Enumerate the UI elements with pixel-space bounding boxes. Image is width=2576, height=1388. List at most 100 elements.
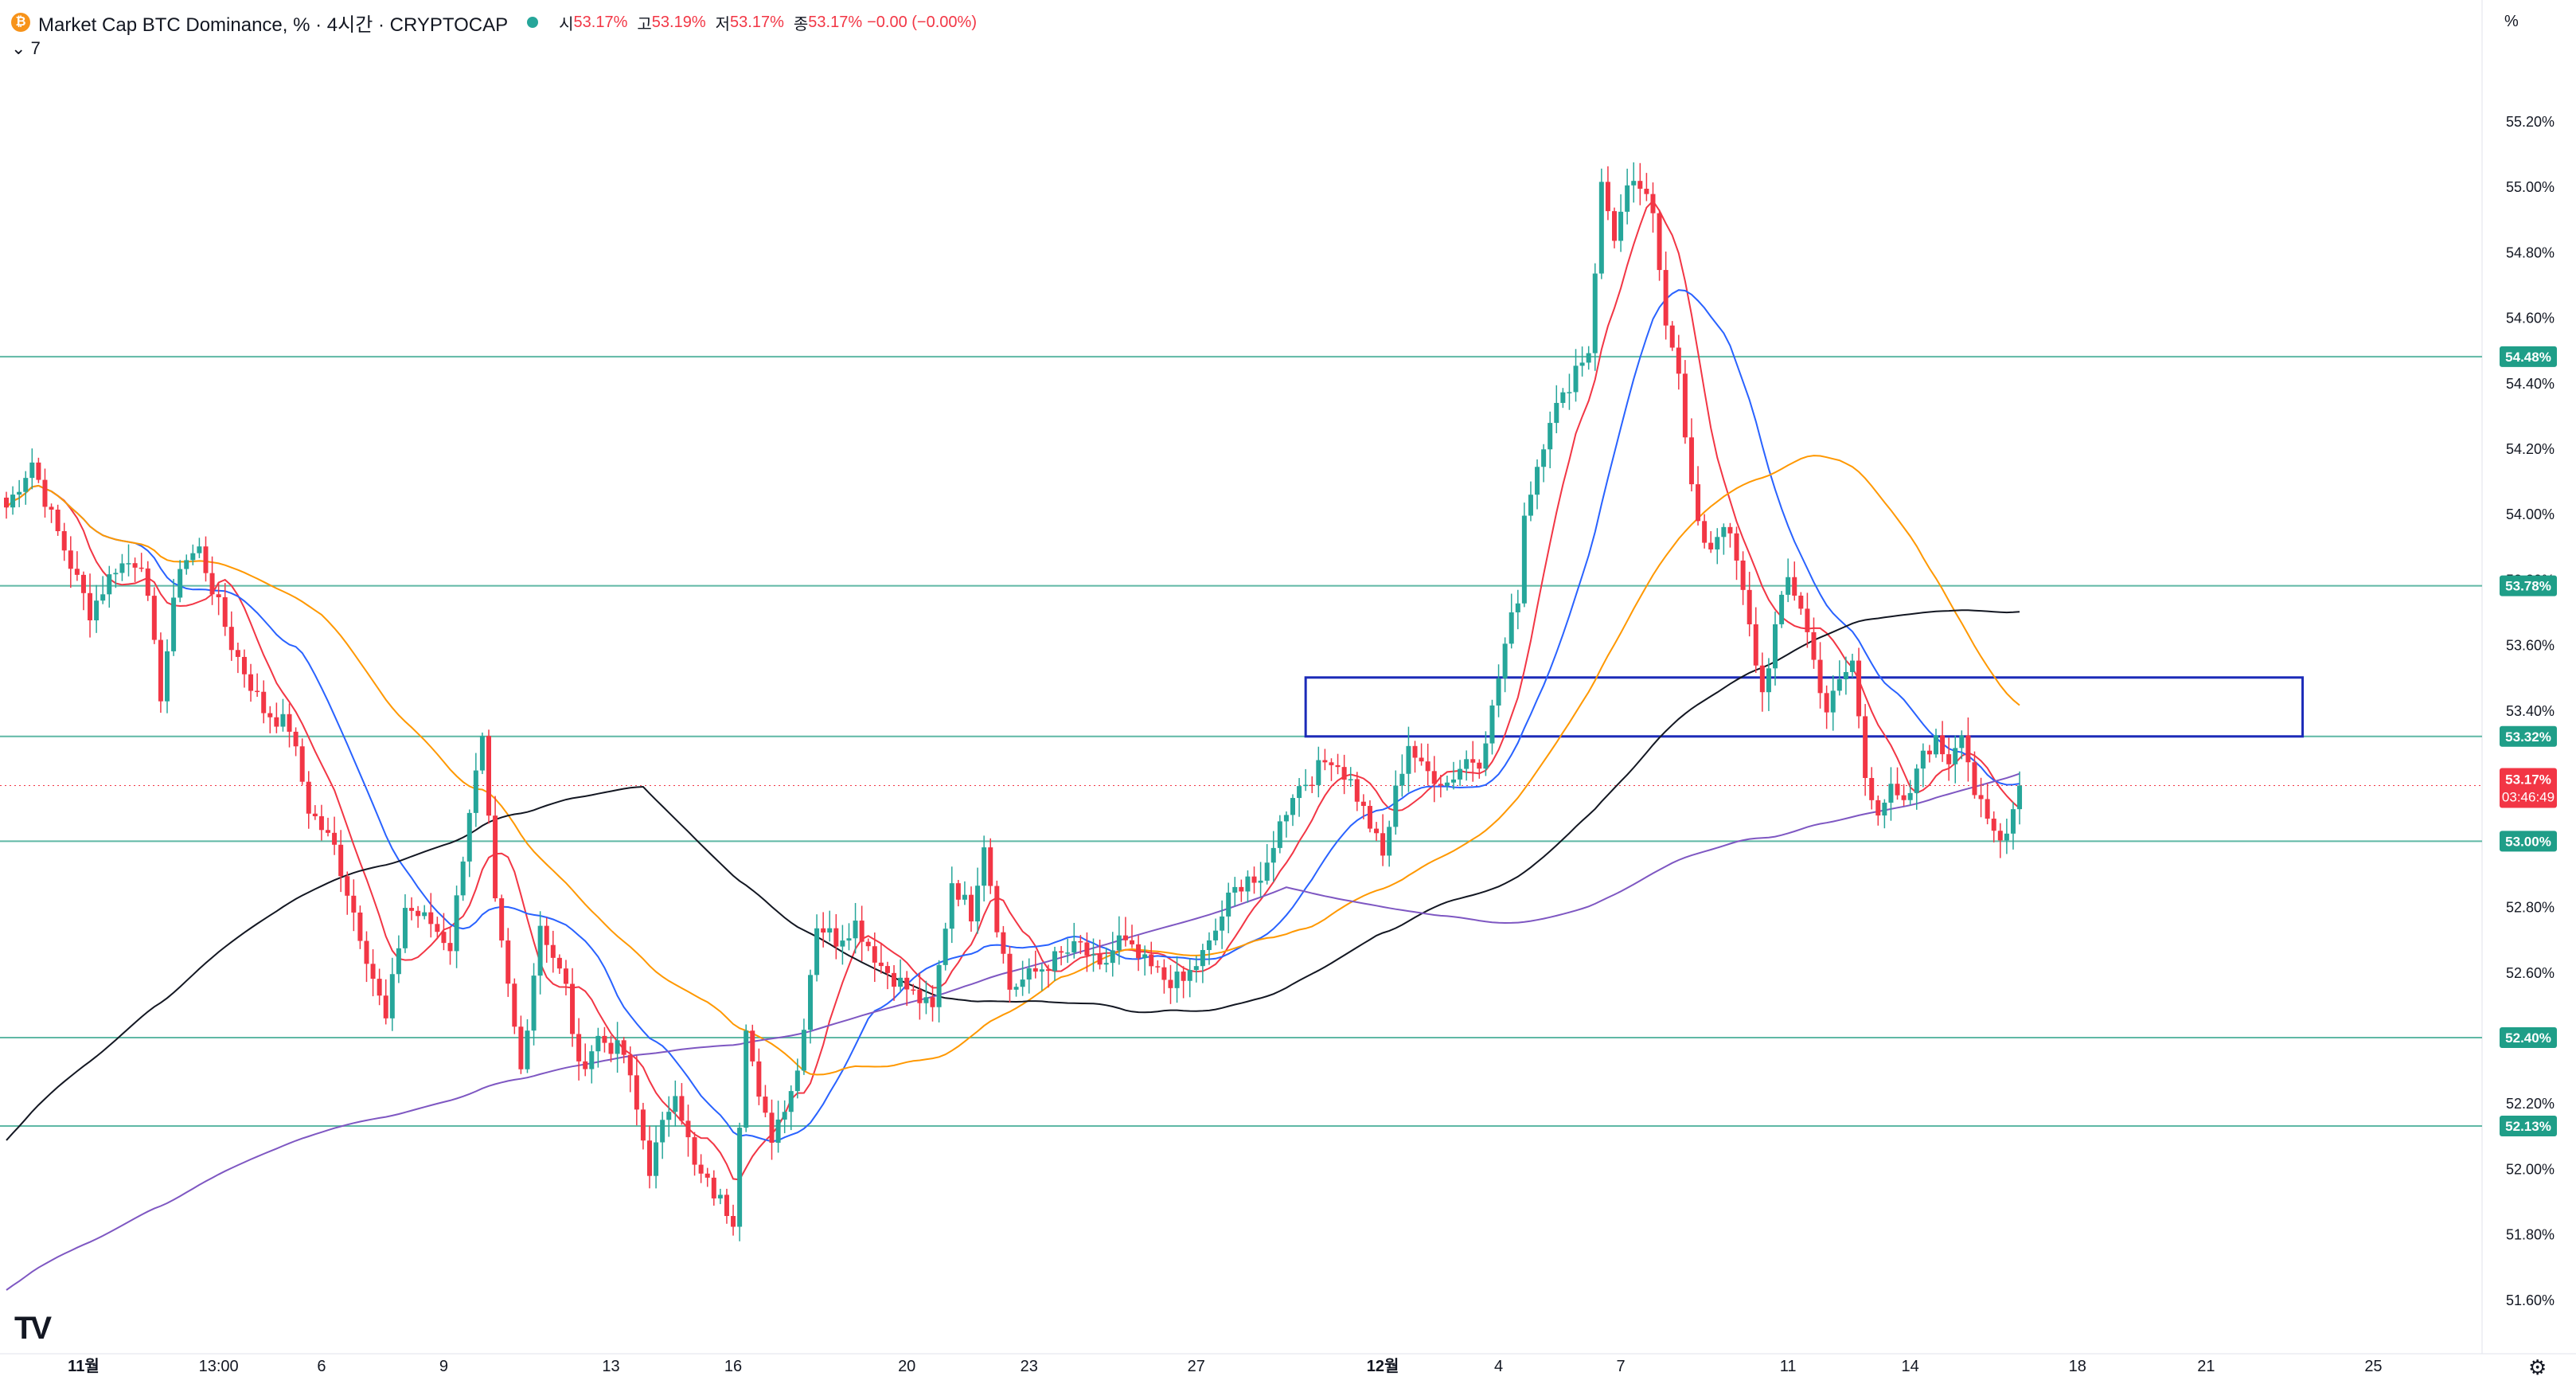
candle-body[interactable]	[1631, 181, 1637, 186]
candle-body[interactable]	[139, 567, 144, 569]
candle-body[interactable]	[1843, 671, 1848, 680]
candle-body[interactable]	[647, 1140, 652, 1176]
candle-body[interactable]	[228, 627, 234, 651]
price-axis[interactable]: 55.20% 55.00% 54.80% 54.60% 54.40% 54.20% 54.0…	[2500, 114, 2557, 1308]
candle-body[interactable]	[203, 546, 209, 573]
candle-body[interactable]	[312, 813, 318, 817]
candle-body[interactable]	[525, 1030, 530, 1069]
candle-body[interactable]	[1965, 735, 1971, 763]
candle-body[interactable]	[17, 491, 22, 495]
candle-body[interactable]	[1644, 189, 1649, 194]
candle-body[interactable]	[788, 1091, 794, 1112]
candle-body[interactable]	[853, 921, 858, 939]
candle-body[interactable]	[1509, 612, 1514, 644]
candle-body[interactable]	[1953, 748, 1958, 764]
candle-body[interactable]	[383, 995, 388, 1019]
candle-body[interactable]	[1985, 799, 1990, 819]
candle-body[interactable]	[4, 497, 9, 508]
candle-body[interactable]	[1103, 963, 1109, 965]
candle-body[interactable]	[1412, 745, 1418, 758]
candle-body[interactable]	[1065, 952, 1071, 954]
candle-body[interactable]	[821, 928, 826, 933]
candle-body[interactable]	[1882, 802, 1887, 816]
candle-body[interactable]	[1116, 935, 1122, 951]
candle-body[interactable]	[1779, 594, 1785, 624]
candle-body[interactable]	[589, 1051, 595, 1069]
candle-body[interactable]	[1560, 392, 1566, 403]
candle-body[interactable]	[1239, 886, 1244, 892]
candle-body[interactable]	[737, 1128, 743, 1227]
candle-body[interactable]	[42, 479, 48, 507]
candle-body[interactable]	[1521, 515, 1527, 604]
candle-body[interactable]	[1020, 979, 1025, 987]
candle-body[interactable]	[1341, 767, 1347, 780]
candle-body[interactable]	[602, 1035, 607, 1043]
candle-body[interactable]	[126, 563, 131, 565]
candle-body[interactable]	[190, 553, 196, 561]
candle-body[interactable]	[769, 1112, 775, 1144]
candle-body[interactable]	[782, 1112, 787, 1120]
candle-body[interactable]	[1895, 784, 1900, 796]
candle-body[interactable]	[846, 938, 852, 941]
candle-body[interactable]	[1657, 213, 1662, 271]
candle-body[interactable]	[962, 894, 967, 900]
candle-body[interactable]	[1618, 211, 1624, 241]
candle-body[interactable]	[1161, 967, 1167, 980]
candle-body[interactable]	[1110, 950, 1115, 964]
candle-body[interactable]	[943, 929, 948, 965]
candle-body[interactable]	[1136, 944, 1142, 959]
candle-body[interactable]	[1598, 182, 1604, 274]
candle-body[interactable]	[1747, 589, 1752, 624]
candle-body[interactable]	[1451, 779, 1456, 783]
candle-body[interactable]	[801, 1030, 806, 1071]
candle-body[interactable]	[318, 816, 324, 831]
candle-body[interactable]	[1425, 761, 1430, 772]
candle-body[interactable]	[80, 574, 86, 593]
candle-body[interactable]	[447, 943, 453, 952]
candle-body[interactable]	[1946, 754, 1952, 764]
moving-average-line[interactable]	[6, 289, 2020, 1143]
candle-body[interactable]	[287, 714, 292, 732]
candle-body[interactable]	[1528, 495, 1533, 516]
candle-body[interactable]	[389, 974, 395, 1019]
candle-body[interactable]	[988, 847, 993, 886]
candle-body[interactable]	[1007, 953, 1013, 990]
candle-body[interactable]	[892, 972, 897, 987]
candle-body[interactable]	[293, 731, 299, 747]
candle-body[interactable]	[1097, 954, 1103, 965]
candle-body[interactable]	[23, 478, 29, 492]
candle-body[interactable]	[1270, 847, 1276, 863]
candle-body[interactable]	[1264, 862, 1270, 881]
candle-body[interactable]	[409, 908, 415, 911]
candle-body[interactable]	[107, 574, 112, 595]
candle-body[interactable]	[2017, 785, 2023, 810]
candle-body[interactable]	[306, 781, 311, 814]
candle-body[interactable]	[1277, 821, 1282, 848]
candle-body[interactable]	[615, 1040, 620, 1054]
candle-body[interactable]	[1676, 347, 1681, 374]
candle-body[interactable]	[1875, 800, 1881, 816]
candle-body[interactable]	[119, 563, 125, 573]
candle-body[interactable]	[1130, 940, 1134, 944]
candle-body[interactable]	[1824, 693, 1829, 713]
candle-body[interactable]	[370, 964, 376, 979]
candle-body[interactable]	[1309, 784, 1315, 787]
candle-body[interactable]	[840, 940, 845, 947]
candle-body[interactable]	[1682, 373, 1688, 438]
candle-body[interactable]	[1052, 951, 1058, 972]
candle-body[interactable]	[1406, 745, 1411, 774]
candle-body[interactable]	[241, 656, 247, 674]
candle-body[interactable]	[570, 983, 576, 1034]
candle-body[interactable]	[1663, 270, 1669, 326]
candle-body[interactable]	[750, 1030, 755, 1062]
candle-body[interactable]	[402, 908, 408, 948]
candle-body[interactable]	[1251, 876, 1257, 883]
candle-body[interactable]	[698, 1164, 704, 1174]
candle-body[interactable]	[1477, 762, 1482, 769]
candle-body[interactable]	[274, 717, 279, 727]
candle-body[interactable]	[711, 1177, 716, 1198]
candle-body[interactable]	[794, 1070, 800, 1092]
candle-body[interactable]	[1548, 423, 1553, 450]
